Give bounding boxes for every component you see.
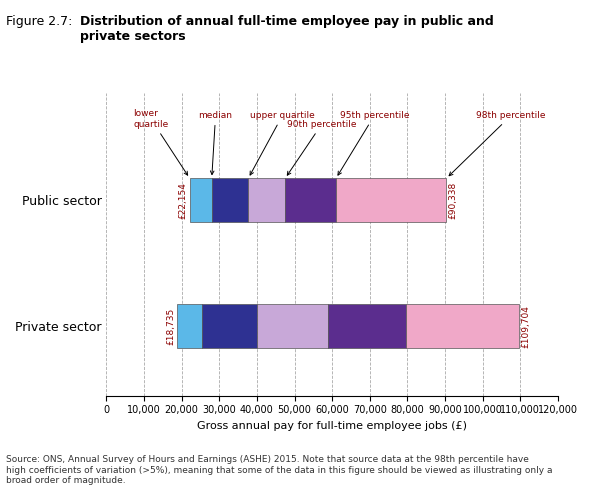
Text: upper quartile: upper quartile xyxy=(250,111,315,175)
Text: 95th percentile: 95th percentile xyxy=(338,111,409,175)
Bar xyxy=(190,178,212,222)
Text: £22,154: £22,154 xyxy=(179,182,188,219)
Bar xyxy=(285,178,336,222)
Text: Distribution of annual full-time employee pay in public and
private sectors: Distribution of annual full-time employe… xyxy=(80,15,494,43)
Bar xyxy=(212,178,248,222)
Text: lower
quartile: lower quartile xyxy=(133,109,187,175)
Text: 98th percentile: 98th percentile xyxy=(449,111,546,176)
Text: median: median xyxy=(199,111,232,174)
Bar xyxy=(336,178,447,222)
Bar xyxy=(202,304,257,348)
Bar xyxy=(406,304,519,348)
Text: £90,338: £90,338 xyxy=(448,182,457,219)
Bar xyxy=(248,178,285,222)
Text: 90th percentile: 90th percentile xyxy=(287,120,356,175)
Text: Figure 2.7:: Figure 2.7: xyxy=(6,15,76,28)
Bar xyxy=(329,304,406,348)
Text: £18,735: £18,735 xyxy=(166,308,175,345)
X-axis label: Gross annual pay for full-time employee jobs (£): Gross annual pay for full-time employee … xyxy=(197,421,467,431)
Bar xyxy=(177,304,202,348)
Bar xyxy=(257,304,329,348)
Text: Source: ONS, Annual Survey of Hours and Earnings (ASHE) 2015. Note that source d: Source: ONS, Annual Survey of Hours and … xyxy=(6,455,553,485)
Text: £109,704: £109,704 xyxy=(521,305,530,348)
